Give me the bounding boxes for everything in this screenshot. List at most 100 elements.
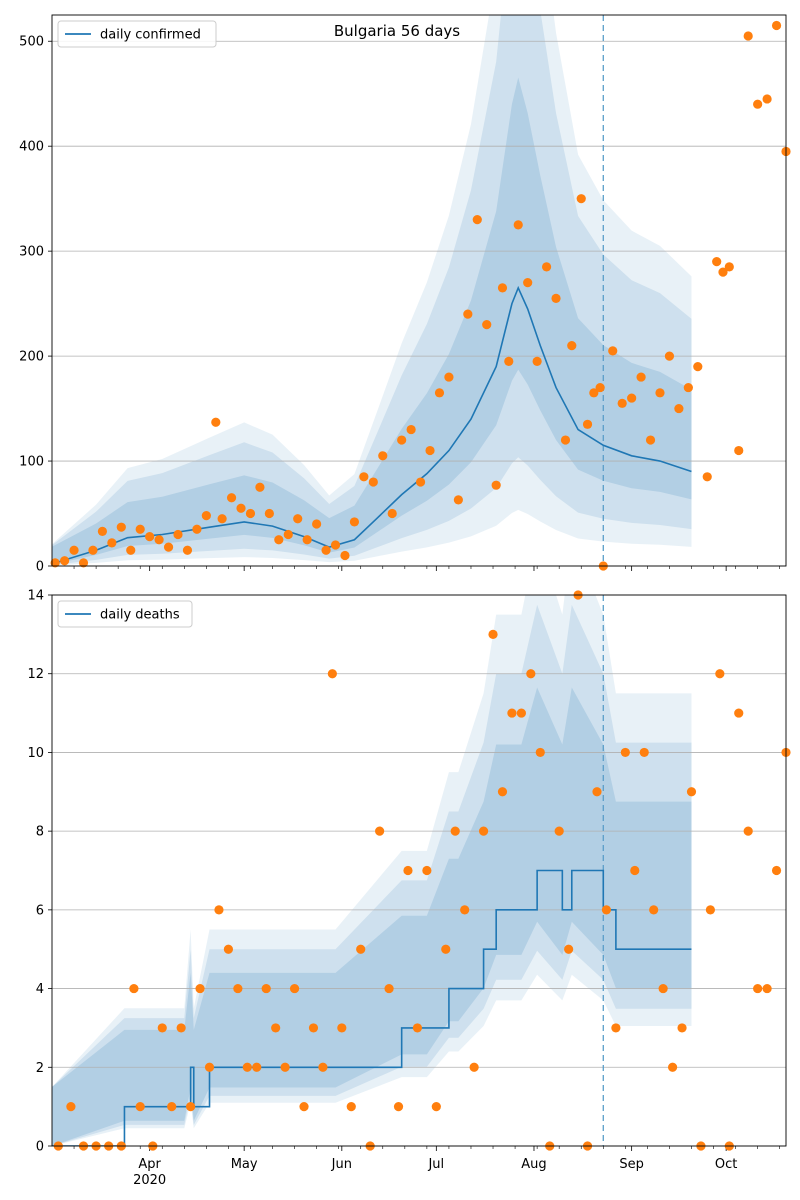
confirmed-point [645,435,656,445]
deaths-point [620,747,630,758]
deaths-ytick-label: 2 [36,1061,44,1076]
deaths-point [346,1102,356,1112]
deaths-point [715,669,725,679]
confirmed-point [126,545,136,555]
confirmed-point [617,398,627,408]
confirmed-panel: 0 100 200 300 400 500 daily confirmed Bulgaria … [19,14,791,575]
deaths-point [289,983,300,994]
deaths-line [52,869,692,1146]
confirmed-point [425,445,435,456]
deaths-point [753,983,763,994]
confirmed-point [163,542,174,552]
confirmed-point [201,511,211,521]
deaths-point [705,905,715,915]
deaths-point [261,983,271,994]
confirmed-point [718,267,728,277]
deaths-bands [52,595,692,1146]
deaths-point [337,1023,347,1033]
deaths-panel: 0 2 4 6 8 10 12 14 Apr May Jun Jul Aug Sep Oct 2020 dail… [27,589,791,1188]
confirmed-point [50,558,60,568]
confirmed-point [378,451,388,461]
deaths-point [318,1062,328,1072]
confirmed-point [293,514,303,524]
confirmed-point [589,388,599,398]
confirmed-ytick-label: 0 [36,560,44,575]
confirmed-point [683,382,693,393]
confirmed-point [217,514,227,524]
deaths-band-1 [52,595,692,1146]
deaths-point [299,1102,309,1112]
deaths-ytick-label: 10 [27,746,44,761]
deaths-series [52,869,692,1146]
confirmed-point [636,372,646,382]
confirmed-point [608,346,618,356]
confirmed-point [236,503,246,513]
confirmed-ytick-label: 500 [19,35,44,50]
deaths-point [66,1102,76,1112]
xtick-label-aug: Aug [521,1157,546,1172]
deaths-point [431,1102,441,1112]
deaths-point [422,865,432,876]
deaths-point [649,905,659,915]
confirmed-point [274,535,284,545]
confirmed-point [541,262,552,272]
confirmed-point [712,257,722,267]
deaths-point [469,1062,479,1072]
deaths-point [233,983,243,994]
deaths-point [743,826,753,836]
deaths-point [327,669,337,679]
chart-title: Bulgaria 56 days [334,22,460,40]
confirmed-point [415,477,426,487]
confirmed-point [664,351,675,361]
deaths-point [176,1023,186,1033]
confirmed-point [145,532,155,542]
deaths-point [441,944,451,954]
confirmed-point [491,480,501,490]
confirmed-point [482,320,492,330]
deaths-point [488,629,498,639]
confirmed-point [497,283,508,293]
confirmed-point [255,482,265,492]
confirmed-point [504,356,514,366]
deaths-point [771,865,782,876]
deaths-point [734,708,744,718]
confirmed-point [312,519,322,529]
confirmed-point [444,372,454,382]
xtick-label-may: May [231,1157,258,1172]
deaths-point [507,708,517,718]
xtick-label-oct: Oct [715,1157,737,1172]
deaths-point [686,787,697,797]
confirmed-point [743,31,753,41]
deaths-point [271,1023,281,1033]
confirmed-point [576,194,586,204]
confirmed-point [60,556,70,566]
deaths-legend-label: daily deaths [100,608,180,623]
xtick-label-jul: Jul [427,1157,444,1172]
deaths-point [564,944,574,954]
confirmed-point [472,215,482,225]
deaths-point [667,1062,678,1072]
confirmed-point [582,419,593,429]
confirmed-point [463,309,473,319]
confirmed-point [724,262,734,272]
confirmed-point [69,545,79,555]
confirmed-legend: daily confirmed [57,20,217,48]
confirmed-point [97,526,108,536]
deaths-point [658,983,668,994]
confirmed-point [387,508,397,519]
deaths-point [129,983,139,994]
deaths-point [308,1023,319,1033]
confirmed-point [116,522,126,532]
deaths-point [592,787,602,797]
deaths-point [762,983,772,994]
confirmed-point [702,472,712,482]
confirmed-point [406,424,416,435]
confirmed-point [107,538,117,548]
deaths-point [393,1102,404,1112]
deaths-point [186,1102,196,1112]
deaths-point [214,905,224,915]
deaths-band-3 [52,687,692,1146]
confirmed-point [513,220,523,230]
deaths-ytick-label: 4 [36,982,44,997]
deaths-point [478,826,489,836]
